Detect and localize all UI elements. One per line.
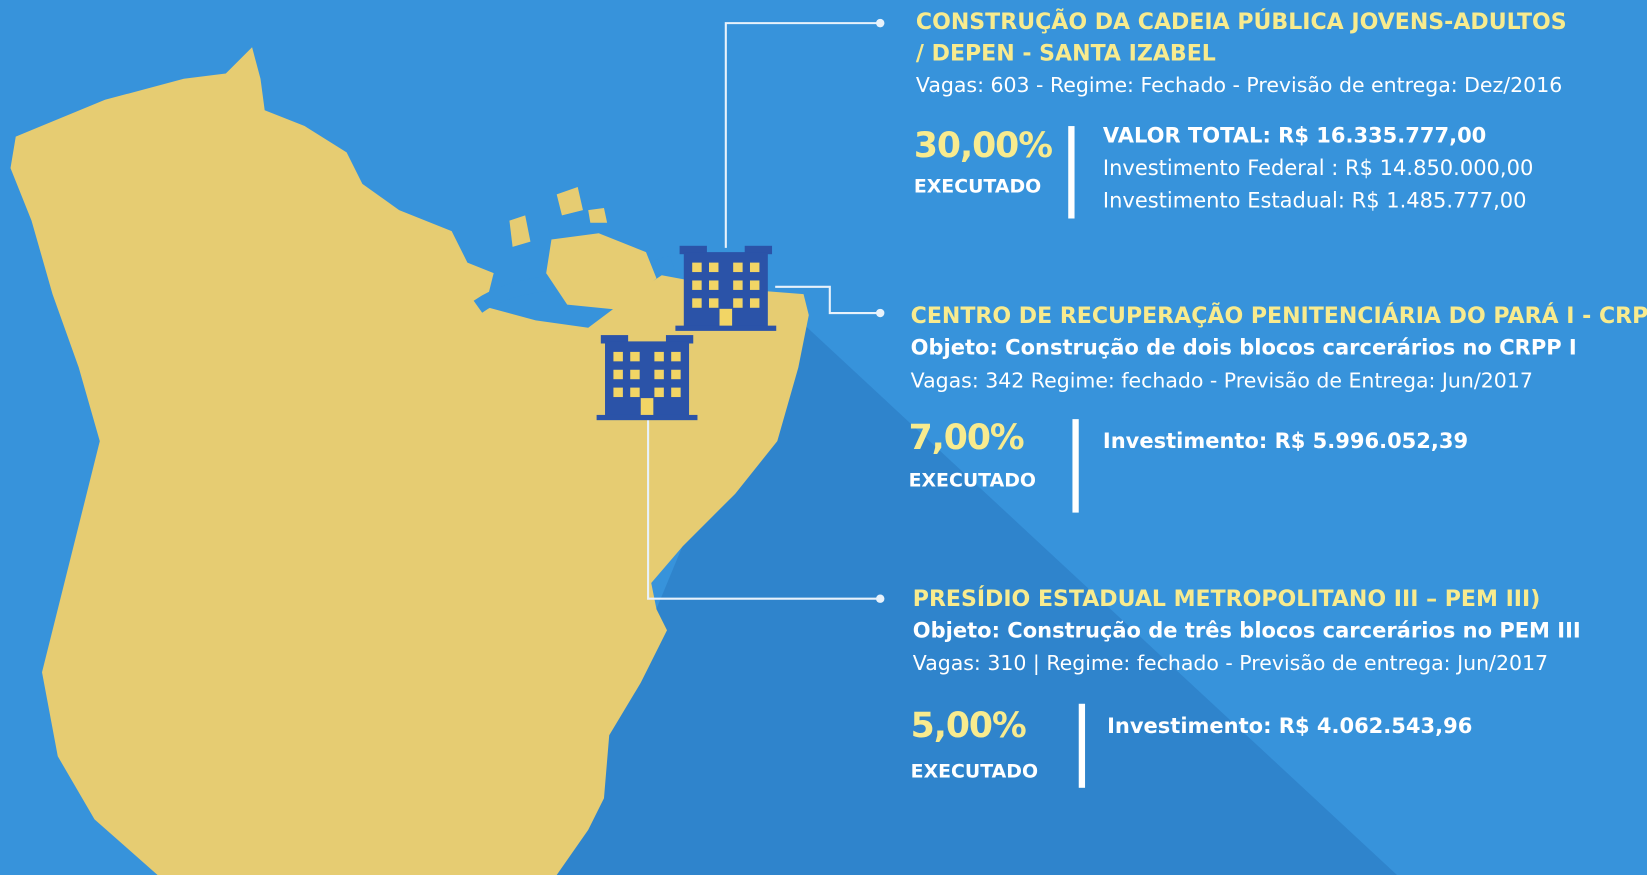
percent: 30,00%: [914, 126, 1052, 166]
projects: CONSTRUÇÃO DA CADEIA PÚBLICA JOVENS-ADUL…: [909, 9, 1647, 788]
percent: 7,00%: [909, 418, 1024, 458]
island: [546, 233, 657, 310]
connector-dots: [876, 18, 885, 603]
connectors: [647, 22, 881, 600]
status: EXECUTADO: [911, 761, 1038, 783]
investment-total: Investimento: R$ 4.062.543,96: [1107, 714, 1472, 738]
project-title: CONSTRUÇÃO DA CADEIA PÚBLICA JOVENS-ADUL…: [916, 9, 1567, 35]
project-details: Vagas: 310 | Regime: fechado - Previsão …: [913, 651, 1548, 676]
investment-line: Investimento Federal : R$ 14.850.000,00: [1103, 156, 1533, 180]
percent: 5,00%: [911, 706, 1026, 746]
project-details: Vagas: 342 Regime: fechado - Previsão de…: [911, 368, 1533, 392]
divider: [1068, 126, 1075, 219]
investment-total: Investimento: R$ 5.996.052,39: [1103, 429, 1468, 453]
island: [588, 207, 608, 223]
status: EXECUTADO: [909, 470, 1036, 492]
project-object: Objeto: Construção de três blocos carcer…: [913, 618, 1581, 642]
investment-total: VALOR TOTAL: R$ 16.335.777,00: [1103, 124, 1486, 148]
island: [556, 186, 583, 216]
project-title: PRESÍDIO ESTADUAL METROPOLITANO III – PE…: [913, 586, 1541, 612]
investment-line: Investimento Estadual: R$ 1.485.777,00: [1103, 189, 1527, 213]
project-details: Vagas: 603 - Regime: Fechado - Previsão …: [916, 73, 1562, 97]
status: EXECUTADO: [914, 175, 1041, 197]
island: [509, 215, 531, 247]
map: [10, 47, 809, 875]
building-icon: [596, 335, 698, 421]
divider: [1072, 419, 1079, 513]
project-title: CENTRO DE RECUPERAÇÃO PENITENCIÁRIA DO P…: [911, 303, 1647, 329]
building-icon: [675, 245, 777, 331]
project-title: / DEPEN - SANTA IZABEL: [916, 42, 1216, 67]
divider: [1078, 703, 1086, 788]
project-object: Objeto: Construção de dois blocos carcer…: [911, 336, 1577, 360]
